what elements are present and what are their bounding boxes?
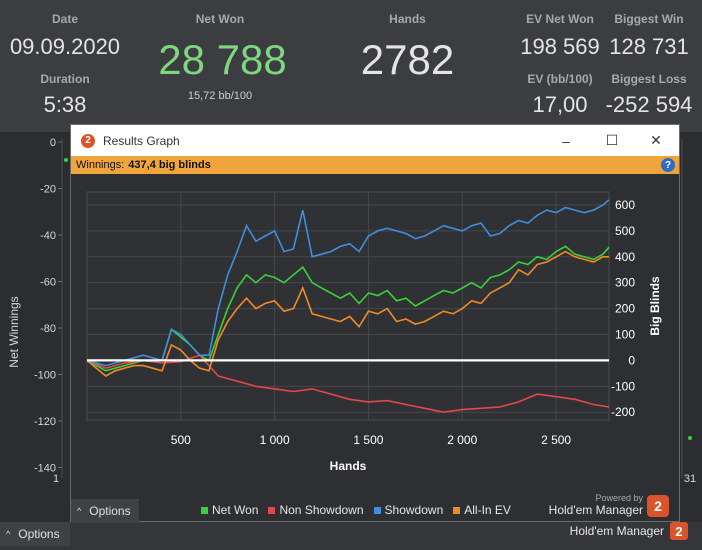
maximize-button[interactable]: ☐ — [605, 132, 619, 148]
hem-logo-icon: 2 — [81, 133, 95, 148]
hem-brand-text: Hold'em Manager — [569, 524, 664, 538]
legend-item[interactable]: Net Won — [201, 503, 258, 517]
biggest-loss-label: Biggest Loss — [611, 72, 687, 86]
background-y-axis-label: Net Winnings — [7, 296, 21, 367]
series-line-non-showdown — [86, 354, 610, 414]
legend-item[interactable]: Showdown — [373, 503, 444, 517]
background-data-point — [64, 158, 68, 162]
legend-swatch — [453, 506, 461, 514]
minimize-button[interactable]: – — [562, 132, 570, 149]
chart-legend: Net Won Non Showdown Showdown All-In EV — [201, 503, 511, 517]
winnings-label: Winnings: — [76, 159, 125, 171]
background-y-tick-label: 0 — [50, 137, 56, 149]
legend-swatch — [373, 506, 381, 514]
hem-logo-icon: 2 — [670, 522, 688, 540]
background-chart-svg: 0 -20 -40 -60 -80 -100 -120 -140 Net Winnings 1… — [7, 137, 696, 485]
powered-by-label: Powered by — [595, 493, 643, 503]
winnings-summary-bar: Winnings: 437,4 big blinds ? — [71, 156, 679, 174]
background-data-point — [688, 436, 692, 440]
help-icon[interactable]: ? — [661, 158, 675, 172]
legend-label: Showdown — [384, 503, 444, 517]
hands-value: 2782 — [360, 36, 455, 83]
duration-label: Duration — [40, 72, 90, 86]
date-value: 09.09.2020 — [9, 34, 121, 59]
session-stats-header: Date 09.09.2020 Duration 5:38 Net Won 28… — [0, 0, 702, 132]
background-y-tick-label: -20 — [40, 184, 56, 196]
legend-swatch — [201, 506, 208, 514]
background-y-ticks: 0 -20 -40 -60 -80 -100 -120 -140 — [34, 137, 62, 475]
ev-bb100-label: EV (bb/100) — [527, 72, 593, 86]
net-won-label: Net Won — [195, 12, 245, 26]
ev-bb100-value: 17,00 — [532, 92, 588, 117]
x-tick-label: 2 500 — [541, 433, 571, 447]
date-label: Date — [51, 12, 78, 26]
biggest-loss-value: -252 594 — [605, 92, 693, 117]
background-x-tick-last: 31 — [684, 473, 696, 485]
dialog-title: Results Graph — [103, 133, 180, 148]
background-y-tick-label: -140 — [34, 463, 56, 475]
x-tick-label: 1 500 — [353, 433, 383, 447]
background-y-tick-label: -80 — [40, 323, 56, 335]
ev-net-won-value: 198 569 — [520, 34, 600, 59]
series-line-showdown — [86, 199, 610, 367]
x-axis-label: Hands — [330, 459, 367, 473]
x-tick-label: 1 000 — [260, 433, 290, 447]
chevron-up-icon: ^ — [6, 529, 11, 539]
x-axis-ticks: 500 1 000 1 500 2 000 2 500 — [171, 433, 572, 447]
series-line-net-won — [86, 245, 610, 372]
results-graph-chart: 500 1 000 1 500 2 000 2 500 600 500 400 300 200 1… — [86, 191, 662, 473]
x-tick-label: 2 000 — [447, 433, 477, 447]
dialog-options-label: Options — [89, 504, 131, 518]
options-label: Options — [18, 527, 60, 541]
results-graph-dialog: 2 Results Graph – ☐ ✕ Winnings: 437,4 bi… — [70, 124, 680, 523]
duration-value: 5:38 — [43, 92, 87, 117]
legend-label: Non Showdown — [279, 503, 364, 517]
net-won-bb100: 15,72 bb/100 — [187, 90, 253, 102]
background-y-tick-label: -40 — [40, 230, 56, 242]
bottom-bar: ^ Options Hold'em Manager 2 — [0, 522, 702, 550]
ev-net-won-label: EV Net Won — [526, 12, 594, 26]
dialog-options-button[interactable]: ^ Options — [71, 499, 139, 523]
powered-by-brand: Hold'em Manager — [548, 503, 643, 517]
background-y-tick-label: -60 — [40, 277, 56, 289]
series-line-all-in-ev — [86, 250, 609, 377]
plot-area — [86, 191, 610, 421]
background-x-tick-first: 1 — [53, 473, 59, 485]
y-tick-label: 500 — [615, 224, 635, 238]
y-tick-label: 200 — [615, 302, 635, 316]
winnings-value: 437,4 big blinds — [128, 159, 211, 171]
y-tick-label: 600 — [615, 198, 635, 212]
y-tick-label: 300 — [615, 276, 635, 290]
legend-label: All-In EV — [464, 503, 511, 517]
y-axis-ticks: 600 500 400 300 200 100 0 -100 -200 — [611, 198, 635, 419]
chevron-up-icon: ^ — [77, 506, 82, 516]
y-tick-label: 100 — [615, 328, 635, 342]
hem-brand: Hold'em Manager 2 — [570, 522, 688, 540]
options-button[interactable]: ^ Options — [0, 522, 70, 546]
biggest-win-value: 128 731 — [609, 34, 689, 59]
y-tick-label: -100 — [611, 379, 635, 393]
legend-label: Net Won — [212, 503, 259, 517]
y-tick-label: 400 — [615, 250, 635, 264]
hands-label: Hands — [389, 12, 426, 26]
y-axis-label: Big Blinds — [648, 276, 662, 336]
x-tick-label: 500 — [171, 433, 191, 447]
background-y-tick-label: -100 — [34, 370, 56, 382]
close-button[interactable]: ✕ — [650, 132, 662, 148]
legend-swatch — [268, 506, 276, 514]
dialog-titlebar[interactable]: 2 Results Graph – ☐ ✕ — [71, 125, 679, 156]
background-y-tick-label: -120 — [34, 416, 56, 428]
y-tick-label: 0 — [628, 353, 635, 367]
chart-series — [86, 199, 610, 414]
net-won-value: 28 788 — [158, 36, 287, 83]
hem-logo-icon: 2 — [647, 495, 669, 517]
y-tick-label: -200 — [611, 405, 635, 419]
legend-item[interactable]: All-In EV — [453, 503, 511, 517]
legend-item[interactable]: Non Showdown — [268, 503, 364, 517]
biggest-win-label: Biggest Win — [614, 12, 684, 26]
